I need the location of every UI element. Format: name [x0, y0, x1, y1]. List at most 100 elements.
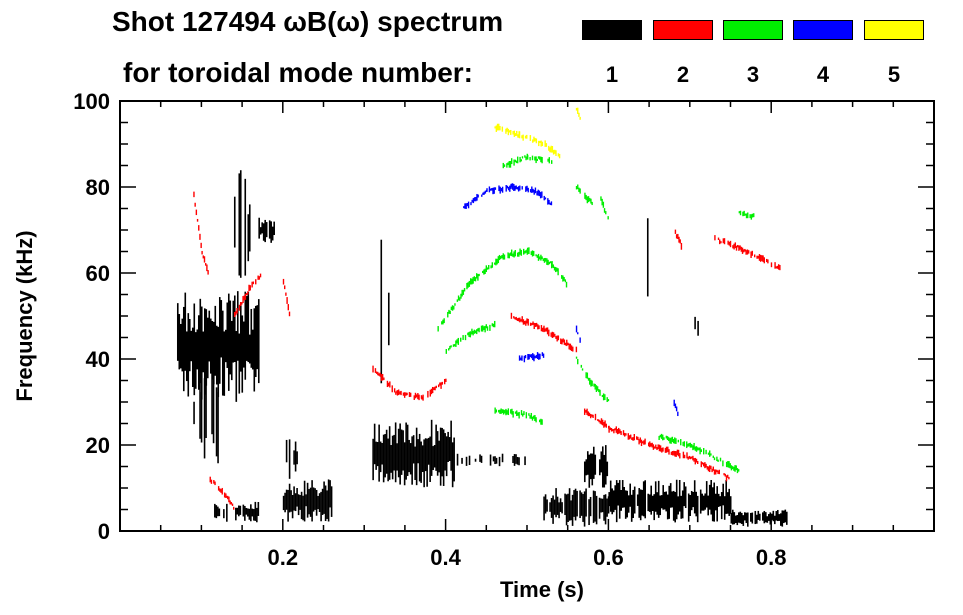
mode-1-mark	[230, 320, 233, 381]
mode-2-mark	[195, 209, 198, 216]
mode-2-mark	[713, 469, 716, 475]
mode-1-mark	[265, 222, 268, 238]
mode-3-mark	[491, 323, 494, 327]
mode-1-mark	[241, 315, 244, 393]
mode-1-mark	[236, 291, 239, 361]
mode-3-mark	[536, 255, 538, 258]
mode-3-mark	[494, 320, 496, 328]
mode-1-mark	[729, 496, 732, 514]
mode-3-mark	[694, 446, 696, 451]
mode-1-mark	[699, 489, 702, 514]
mode-2-mark	[624, 432, 626, 437]
mode-1-mark	[598, 497, 601, 519]
mode-3-mark	[729, 463, 731, 469]
mode-1-mark	[512, 456, 514, 464]
mode-1-mark	[436, 431, 439, 476]
mode-2-mark	[608, 425, 610, 433]
mode-5-mark	[575, 107, 578, 111]
mode-1-mark	[385, 429, 388, 474]
mode-2-mark	[431, 386, 434, 394]
mode-1-mark	[568, 488, 571, 521]
mode-2-mark	[391, 385, 393, 393]
mode-1-mark	[420, 441, 422, 483]
mode-3-mark	[660, 433, 663, 439]
mode-3-mark	[456, 299, 459, 302]
mode-5-mark	[501, 126, 504, 132]
mode-1-mark	[214, 305, 217, 376]
mode-2-mark	[194, 202, 196, 207]
mode-1-mark	[182, 306, 185, 392]
mode-3-mark	[555, 267, 557, 273]
mode-3-mark	[601, 198, 603, 206]
mode-2-mark	[540, 325, 543, 332]
mode-1-mark	[441, 427, 443, 477]
mode-1-mark	[199, 298, 202, 384]
mode-2-mark	[779, 264, 781, 271]
mode-1-series	[176, 170, 788, 527]
mode-2-mark	[199, 233, 201, 240]
mode-1-mark	[251, 508, 254, 517]
mode-2-mark	[381, 373, 384, 381]
mode-2-mark	[413, 395, 415, 400]
mode-4-mark	[541, 352, 544, 357]
mode-1-mark	[689, 495, 691, 517]
mode-4-mark	[534, 355, 536, 359]
mode-1-mark	[555, 488, 557, 518]
mode-2-mark	[259, 273, 262, 278]
mode-2-mark	[695, 458, 698, 463]
mode-1-mark	[609, 480, 612, 512]
mode-1-mark	[318, 493, 321, 513]
mode-3-mark	[527, 247, 529, 255]
mode-3-mark	[448, 348, 450, 351]
mode-4-mark	[476, 193, 478, 201]
mode-2-mark	[544, 328, 546, 332]
mode-3-mark	[668, 437, 670, 442]
mode-1-mark	[677, 496, 679, 515]
mode-3-mark	[478, 327, 480, 333]
mode-2-mark	[649, 441, 651, 448]
mode-2-mark	[417, 393, 419, 400]
mode-1-mark	[621, 480, 624, 508]
mode-2-mark	[229, 500, 231, 505]
y-tick-label: 80	[86, 175, 110, 200]
mode-2-mark	[284, 285, 286, 290]
mode-1-mark	[250, 504, 252, 522]
mode-2-mark	[415, 394, 418, 398]
mode-2-mark	[653, 446, 656, 449]
mode-1-mark	[257, 299, 260, 384]
mode-4-mark	[541, 191, 543, 198]
mode-1-mark	[199, 364, 201, 439]
mode-1-mark	[763, 510, 766, 524]
mode-2-mark	[372, 365, 374, 373]
chart-title: Shot 127494 ωB(ω) spectrum	[112, 6, 504, 37]
mode-1-mark	[570, 500, 572, 521]
mode-2-mark	[648, 442, 650, 447]
mode-2-mark	[732, 245, 734, 249]
mode-1-mark	[393, 434, 395, 471]
mode-3-mark	[548, 157, 550, 164]
mode-4-mark	[531, 186, 533, 193]
mode-2-mark	[198, 225, 200, 231]
mode-3-mark	[529, 156, 531, 161]
mode-5-mark	[506, 127, 508, 132]
mode-4-mark	[536, 352, 539, 359]
mode-1-mark	[515, 454, 517, 464]
mode-5-mark	[545, 143, 548, 147]
mode-3-mark	[605, 211, 607, 215]
mode-3-mark	[522, 248, 525, 255]
mode-1-mark	[728, 488, 730, 516]
mode-3-mark	[585, 194, 587, 201]
mode-1-mark	[264, 219, 266, 243]
mode-1-mark	[315, 489, 318, 516]
mode-1-mark	[190, 330, 193, 362]
mode-1-mark	[638, 488, 640, 518]
mode-1-mark	[205, 381, 207, 439]
mode-4-mark	[529, 354, 532, 358]
mode-1-mark	[585, 459, 588, 476]
mode-1-mark	[256, 507, 258, 523]
mode-5-mark	[495, 125, 498, 132]
mode-3-mark	[520, 159, 522, 162]
mode-1-mark	[738, 512, 740, 523]
mode-2-mark	[677, 233, 679, 240]
mode-2-mark	[566, 339, 568, 347]
